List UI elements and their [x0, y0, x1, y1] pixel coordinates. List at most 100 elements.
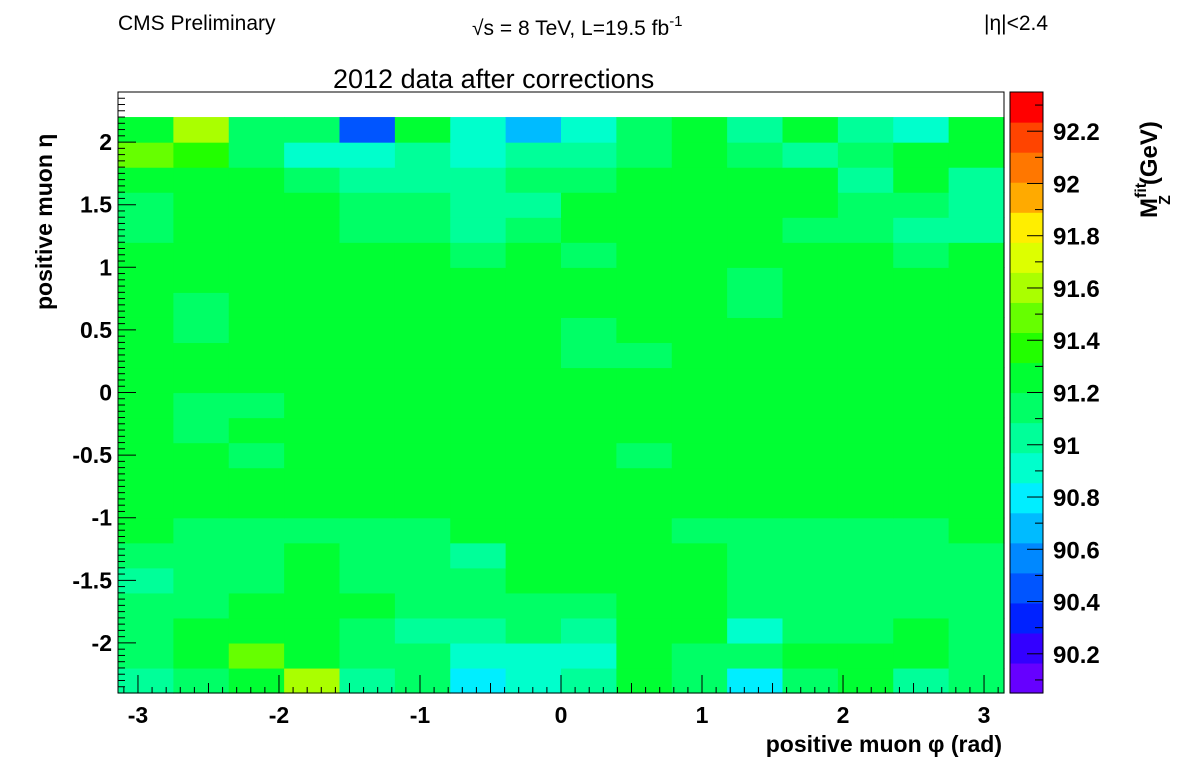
heatmap-cell: [782, 142, 839, 168]
x-axis-label: positive muon φ (rad): [766, 731, 1002, 757]
heatmap-cell: [561, 517, 617, 544]
color-scale-band: [1010, 572, 1043, 604]
heatmap-cell: [505, 542, 562, 569]
heatmap-cell: [173, 492, 230, 519]
heatmap-cell: [173, 292, 230, 318]
heatmap-cell: [561, 392, 617, 419]
heatmap-cell: [837, 517, 894, 544]
heatmap-cell: [394, 142, 451, 168]
heatmap-cell: [727, 592, 784, 619]
heatmap-cell: [450, 242, 507, 268]
heatmap-cell: [173, 167, 230, 193]
heatmap-cell: [671, 192, 728, 218]
heatmap-cell: [671, 592, 728, 619]
z-tick-label: 90.4: [1053, 590, 1100, 617]
heatmap-cell: [671, 292, 728, 318]
heatmap-cell: [893, 467, 950, 494]
heatmap-cell: [616, 317, 673, 344]
heatmap-cell: [228, 542, 285, 569]
color-scale-band: [1010, 122, 1043, 153]
heatmap-cell: [118, 342, 174, 369]
heatmap-cell: [671, 217, 728, 243]
heatmap-cell: [616, 217, 673, 243]
heatmap-cell: [505, 442, 562, 469]
y-axis-label: positive muon η: [31, 134, 57, 310]
z-axis-label-sub: Z: [1157, 195, 1174, 205]
heatmap-cell: [782, 667, 839, 694]
heatmap-cell: [450, 592, 507, 619]
heatmap-cell: [948, 467, 1005, 494]
color-scale-band: [1010, 602, 1043, 634]
header-left: CMS Preliminary: [118, 12, 276, 35]
heatmap-cell: [339, 292, 396, 318]
heatmap-cell: [948, 567, 1005, 594]
heatmap-cell: [505, 392, 562, 419]
heatmap-cell: [228, 567, 285, 594]
heatmap-cell: [394, 517, 451, 544]
heatmap-cell: [561, 417, 617, 444]
y-tick-label: 0.5: [80, 317, 112, 343]
heatmap-cell: [671, 542, 728, 569]
heatmap-cell: [450, 642, 507, 669]
heatmap-cell: [948, 142, 1005, 168]
heatmap-cell: [616, 517, 673, 544]
heatmap-cell: [284, 242, 341, 268]
heatmap-cell: [505, 492, 562, 519]
heatmap-cell: [284, 192, 341, 218]
heatmap-cell: [118, 542, 174, 569]
heatmap-cell: [173, 317, 230, 344]
y-tick-label: -0.5: [72, 442, 112, 468]
heatmap-cell: [782, 317, 839, 344]
heatmap-cell: [450, 417, 507, 444]
heatmap-cell: [616, 192, 673, 218]
heatmap-cell: [505, 367, 562, 394]
heatmap-cell: [893, 667, 950, 694]
heatmap-cell: [782, 567, 839, 594]
heatmap-cell: [782, 292, 839, 318]
heatmap-cell: [561, 642, 617, 669]
heatmap-cell: [782, 542, 839, 569]
heatmap-cell: [727, 317, 784, 344]
heatmap-cell: [893, 192, 950, 218]
heatmap-cell: [948, 442, 1005, 469]
heatmap-cell: [505, 292, 562, 318]
heatmap-cell: [228, 592, 285, 619]
heatmap-cell: [394, 492, 451, 519]
heatmap-cell: [339, 117, 396, 143]
heatmap-cell: [561, 267, 617, 293]
heatmap-cell: [837, 292, 894, 318]
heatmap-cell: [284, 117, 341, 143]
heatmap-cell: [284, 342, 341, 369]
heatmap-cells: [118, 117, 1005, 694]
heatmap-cell: [118, 617, 174, 644]
heatmap-cell: [948, 267, 1005, 293]
heatmap-cell: [893, 417, 950, 444]
heatmap-cell: [837, 667, 894, 694]
heatmap-cell: [782, 242, 839, 268]
heatmap-cell: [948, 167, 1005, 193]
heatmap-cell: [727, 217, 784, 243]
heatmap-cell: [394, 167, 451, 193]
heatmap-cell: [837, 467, 894, 494]
heatmap-cell: [450, 317, 507, 344]
heatmap-cell: [505, 142, 562, 168]
heatmap-cell: [228, 142, 285, 168]
z-tick-label: 91.6: [1053, 276, 1100, 303]
heatmap-cell: [837, 442, 894, 469]
heatmap-cell: [671, 492, 728, 519]
heatmap-cell: [118, 217, 174, 243]
heatmap-cell: [228, 192, 285, 218]
color-scale-band: [1010, 362, 1043, 394]
heatmap-cell: [671, 317, 728, 344]
heatmap-cell: [450, 117, 507, 143]
heatmap-cell: [616, 342, 673, 369]
heatmap-cell: [782, 192, 839, 218]
y-tick-label: 0: [99, 380, 112, 406]
heatmap-cell: [339, 317, 396, 344]
heatmap-cell: [450, 467, 507, 494]
heatmap-cell: [284, 317, 341, 344]
heatmap-cell: [228, 467, 285, 494]
heatmap-cell: [339, 492, 396, 519]
heatmap-cell: [616, 292, 673, 318]
heatmap-cell: [394, 267, 451, 293]
